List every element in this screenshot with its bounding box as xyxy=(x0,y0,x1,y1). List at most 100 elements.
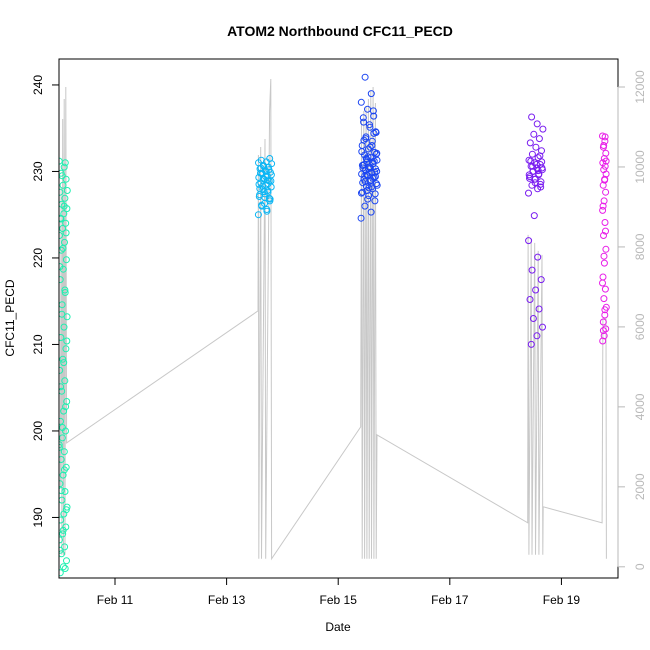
data-point xyxy=(600,142,608,149)
data-point xyxy=(59,263,64,271)
data-point xyxy=(59,496,66,504)
data-point xyxy=(527,340,535,348)
data-point xyxy=(372,128,380,136)
data-point xyxy=(360,136,368,144)
data-point xyxy=(59,526,67,534)
data-point xyxy=(63,398,71,405)
data-point xyxy=(528,113,536,121)
data-point xyxy=(539,323,546,331)
data-point xyxy=(59,246,65,254)
data-point xyxy=(369,107,377,115)
y2-tick-label: 8000 xyxy=(633,233,647,260)
data-point xyxy=(536,180,544,188)
data-point xyxy=(358,189,365,197)
data-point xyxy=(532,143,540,151)
data-point xyxy=(59,516,65,524)
data-point xyxy=(59,181,67,189)
data-point xyxy=(599,337,607,345)
data-point xyxy=(61,194,69,202)
data-point xyxy=(530,130,538,138)
data-point xyxy=(362,155,370,162)
y-axis-label: CFC11_PECD xyxy=(3,279,17,356)
data-point xyxy=(365,168,373,176)
data-point xyxy=(535,135,543,143)
y2-tick-label: 0 xyxy=(633,563,647,570)
data-point xyxy=(366,121,373,129)
data-point xyxy=(259,174,267,182)
data-point xyxy=(63,187,71,194)
data-point xyxy=(59,387,66,395)
y-tick-label: 200 xyxy=(31,421,45,441)
data-point xyxy=(526,174,533,182)
data-point xyxy=(364,145,372,153)
data-point xyxy=(59,366,64,374)
data-point xyxy=(526,139,534,147)
data-point xyxy=(525,189,532,197)
data-point xyxy=(357,214,365,222)
x-tick-label: Feb 13 xyxy=(208,593,246,607)
data-point xyxy=(59,417,64,425)
data-point xyxy=(59,546,64,554)
data-point xyxy=(370,129,378,137)
data-point xyxy=(537,276,545,284)
data-point xyxy=(359,114,367,122)
data-point xyxy=(538,158,546,166)
data-point xyxy=(601,176,609,184)
data-point xyxy=(62,506,70,514)
data-point xyxy=(62,345,70,353)
data-point xyxy=(535,305,543,313)
data-point xyxy=(59,480,64,488)
data-point xyxy=(61,377,69,385)
data-point xyxy=(599,181,607,189)
x-tick-label: Feb 19 xyxy=(543,593,581,607)
data-point xyxy=(599,206,607,214)
data-point xyxy=(528,150,536,158)
data-point xyxy=(62,403,70,411)
data-point xyxy=(373,149,381,157)
data-point xyxy=(263,176,271,184)
data-point xyxy=(358,161,366,169)
data-point xyxy=(529,315,537,322)
data-point xyxy=(601,219,609,226)
x-tick-label: Feb 17 xyxy=(431,593,469,607)
data-point xyxy=(600,252,608,260)
data-point xyxy=(59,569,64,577)
data-point xyxy=(62,229,70,237)
data-point xyxy=(63,337,71,345)
y-tick-label: 210 xyxy=(31,334,45,354)
y2-tick-label: 4000 xyxy=(633,393,647,420)
data-point xyxy=(357,98,365,106)
data-point xyxy=(255,193,263,200)
data-point xyxy=(59,471,67,479)
x-tick-label: Feb 15 xyxy=(320,593,358,607)
data-point xyxy=(532,286,540,294)
data-point xyxy=(368,142,376,149)
data-point xyxy=(361,73,369,81)
y-tick-label: 190 xyxy=(31,507,45,527)
data-point xyxy=(60,466,68,474)
data-point xyxy=(59,550,65,558)
data-point xyxy=(525,171,533,179)
data-point xyxy=(267,171,275,179)
y-tick-label: 220 xyxy=(31,248,45,268)
data-point xyxy=(361,202,369,210)
data-point xyxy=(602,157,610,165)
data-point xyxy=(366,123,374,131)
data-point xyxy=(599,327,607,335)
data-point xyxy=(59,188,64,196)
data-point xyxy=(602,188,610,196)
data-point xyxy=(61,159,69,167)
data-point xyxy=(599,318,607,326)
data-point xyxy=(368,183,375,191)
data-point xyxy=(533,332,541,340)
data-point xyxy=(599,202,607,210)
data-point xyxy=(61,488,69,495)
y2-tick-label: 6000 xyxy=(633,313,647,340)
data-point xyxy=(266,155,274,162)
data-point xyxy=(59,215,65,223)
data-point xyxy=(60,359,68,367)
data-point xyxy=(359,188,366,196)
data-point xyxy=(539,125,547,133)
data-point xyxy=(358,148,366,156)
data-point xyxy=(533,120,541,128)
